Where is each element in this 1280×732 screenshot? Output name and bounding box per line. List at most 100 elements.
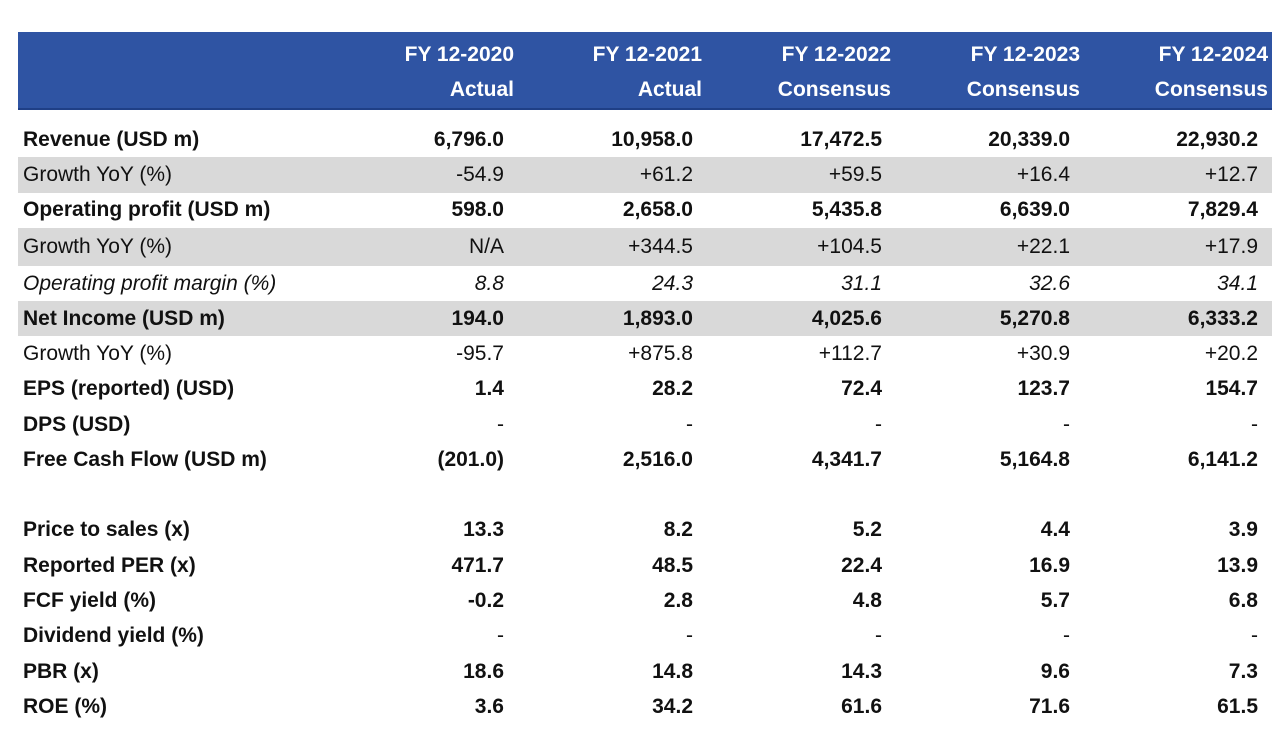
cell-value: -: [1251, 624, 1258, 648]
cell-value: +22.1: [1016, 234, 1070, 258]
cell-value: +61.2: [639, 162, 693, 186]
column-header-fy2023: FY 12-2023 Consensus: [892, 32, 1080, 108]
row-label: Reported PER (x): [23, 553, 196, 577]
cell-value: +20.2: [1204, 342, 1258, 366]
cell-value: 48.5: [652, 553, 693, 577]
cell-value: -95.7: [456, 342, 504, 366]
column-header-basis: Consensus: [966, 78, 1080, 101]
cell-value: 22.4: [841, 553, 882, 577]
table-row-dps: DPS (USD) - - - - -: [18, 407, 1272, 442]
column-header-year: FY 12-2023: [970, 43, 1080, 66]
row-label: Price to sales (x): [23, 518, 190, 542]
column-header-year: FY 12-2022: [781, 43, 891, 66]
cell-value: 13.3: [463, 518, 504, 542]
cell-value: 13.9: [1217, 553, 1258, 577]
cell-value: 4.8: [852, 588, 882, 612]
row-label: Growth YoY (%): [23, 342, 173, 366]
row-label: EPS (reported) (USD): [23, 377, 235, 401]
table-row-dividend-yield: Dividend yield (%) - - - - -: [18, 619, 1272, 654]
column-header-fy2021: FY 12-2021 Actual: [514, 32, 702, 108]
cell-value: 14.3: [841, 659, 882, 683]
row-label: Operating profit margin (%): [23, 271, 277, 295]
cell-value: +59.5: [828, 162, 882, 186]
column-header-fy2020: FY 12-2020 Actual: [326, 32, 514, 108]
row-spacer: [18, 478, 1272, 513]
cell-value: 31.1: [841, 271, 882, 295]
table: FY 12-2020 Actual FY 12-2021 Actual FY 1…: [18, 32, 1272, 724]
cell-value: -: [497, 412, 504, 436]
cell-value: 123.7: [1017, 377, 1070, 401]
column-header-year: FY 12-2021: [592, 43, 702, 66]
cell-value: 6,333.2: [1187, 306, 1258, 330]
cell-value: 3.6: [474, 694, 504, 718]
cell-value: 6,141.2: [1187, 448, 1258, 472]
cell-value: +30.9: [1016, 342, 1070, 366]
cell-value: +875.8: [628, 342, 693, 366]
cell-value: 32.6: [1029, 271, 1070, 295]
cell-value: 2.8: [663, 588, 693, 612]
table-row-free-cash-flow: Free Cash Flow (USD m) (201.0) 2,516.0 4…: [18, 442, 1272, 477]
cell-value: -: [1063, 412, 1070, 436]
cell-value: 71.6: [1029, 694, 1070, 718]
cell-value: 61.6: [841, 694, 882, 718]
cell-value: 3.9: [1228, 518, 1258, 542]
cell-value: 1,893.0: [622, 306, 693, 330]
cell-value: +344.5: [628, 234, 693, 258]
column-header-year: FY 12-2024: [1158, 43, 1268, 66]
cell-value: 5.2: [852, 518, 882, 542]
cell-value: 7,829.4: [1187, 198, 1258, 222]
table-row-net-income: Net Income (USD m) 194.0 1,893.0 4,025.6…: [18, 301, 1272, 337]
cell-value: 20,339.0: [988, 127, 1070, 151]
cell-value: -: [497, 624, 504, 648]
column-header-fy2024: FY 12-2024 Consensus: [1080, 32, 1268, 108]
cell-value: 6,796.0: [433, 127, 504, 151]
row-label: Dividend yield (%): [23, 624, 204, 648]
cell-value: 8.8: [474, 271, 504, 295]
cell-value: -0.2: [467, 588, 504, 612]
cell-value: 194.0: [451, 306, 504, 330]
table-row-pbr: PBR (x) 18.6 14.8 14.3 9.6 7.3: [18, 654, 1272, 689]
cell-value: 5,164.8: [999, 448, 1070, 472]
cell-value: 4,025.6: [811, 306, 882, 330]
table-row-fcf-yield: FCF yield (%) -0.2 2.8 4.8 5.7 6.8: [18, 583, 1272, 618]
cell-value: 34.2: [652, 694, 693, 718]
table-row-operating-profit: Operating profit (USD m) 598.0 2,658.0 5…: [18, 193, 1272, 228]
table-row-operating-margin: Operating profit margin (%) 8.8 24.3 31.…: [18, 266, 1272, 301]
cell-value: +12.7: [1204, 162, 1258, 186]
cell-value: 5,435.8: [811, 198, 882, 222]
cell-value: 5.7: [1040, 588, 1070, 612]
cell-value: 9.6: [1040, 659, 1070, 683]
table-row-revenue: Revenue (USD m) 6,796.0 10,958.0 17,472.…: [18, 122, 1272, 157]
row-label: Revenue (USD m): [23, 127, 200, 151]
table-row-roe: ROE (%) 3.6 34.2 61.6 71.6 61.5: [18, 689, 1272, 724]
cell-value: 6.8: [1228, 588, 1258, 612]
column-header-year: FY 12-2020: [404, 43, 514, 66]
row-label: Free Cash Flow (USD m): [23, 448, 267, 472]
table-body: Revenue (USD m) 6,796.0 10,958.0 17,472.…: [18, 122, 1272, 724]
table-row-revenue-growth: Growth YoY (%) -54.9 +61.2 +59.5 +16.4 +…: [18, 157, 1272, 193]
cell-value: 14.8: [652, 659, 693, 683]
cell-value: 17,472.5: [800, 127, 882, 151]
table-row-reported-per: Reported PER (x) 471.7 48.5 22.4 16.9 13…: [18, 548, 1272, 583]
cell-value: 7.3: [1228, 659, 1258, 683]
table-header: FY 12-2020 Actual FY 12-2021 Actual FY 1…: [18, 32, 1272, 110]
cell-value: +17.9: [1204, 234, 1258, 258]
cell-value: 5,270.8: [999, 306, 1070, 330]
cell-value: 10,958.0: [611, 127, 693, 151]
cell-value: -: [875, 412, 882, 436]
cell-value: 598.0: [451, 198, 504, 222]
row-label: Operating profit (USD m): [23, 198, 271, 222]
row-label: ROE (%): [23, 694, 107, 718]
row-label: Growth YoY (%): [23, 162, 173, 186]
row-label: Growth YoY (%): [23, 234, 173, 258]
cell-value: +16.4: [1016, 162, 1070, 186]
table-row-eps: EPS (reported) (USD) 1.4 28.2 72.4 123.7…: [18, 372, 1272, 407]
cell-value: +112.7: [818, 342, 882, 366]
row-label: FCF yield (%): [23, 588, 157, 612]
column-header-basis: Consensus: [777, 78, 891, 101]
cell-value: 72.4: [841, 377, 882, 401]
cell-value: 24.3: [652, 271, 693, 295]
cell-value: 1.4: [474, 377, 504, 401]
cell-value: -54.9: [456, 162, 504, 186]
cell-value: -: [1251, 412, 1258, 436]
